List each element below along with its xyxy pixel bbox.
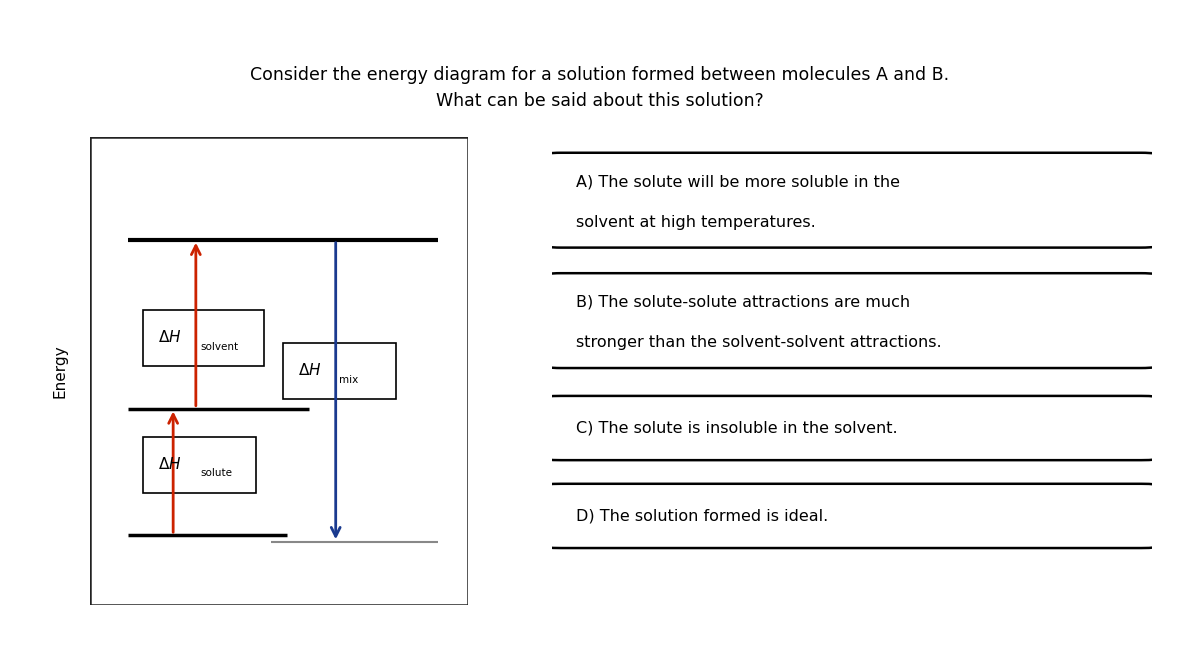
Text: What can be said about this solution?: What can be said about this solution?: [436, 92, 764, 110]
Text: $\Delta H$: $\Delta H$: [158, 456, 181, 472]
FancyBboxPatch shape: [143, 437, 257, 493]
Text: solvent: solvent: [200, 342, 239, 352]
FancyBboxPatch shape: [542, 484, 1159, 548]
Text: $\Delta H$: $\Delta H$: [298, 362, 322, 378]
Text: D) The solution formed is ideal.: D) The solution formed is ideal.: [576, 508, 828, 523]
Text: stronger than the solvent-solvent attractions.: stronger than the solvent-solvent attrac…: [576, 335, 942, 350]
FancyBboxPatch shape: [143, 310, 264, 367]
FancyBboxPatch shape: [283, 343, 396, 399]
Text: Energy: Energy: [53, 344, 67, 398]
Text: A) The solute will be more soluble in the: A) The solute will be more soluble in th…: [576, 174, 900, 189]
Text: solute: solute: [200, 468, 233, 478]
FancyBboxPatch shape: [90, 137, 468, 605]
Text: B) The solute-solute attractions are much: B) The solute-solute attractions are muc…: [576, 295, 910, 310]
FancyBboxPatch shape: [542, 273, 1159, 368]
Text: mix: mix: [340, 374, 359, 385]
Text: solvent at high temperatures.: solvent at high temperatures.: [576, 215, 816, 230]
Text: $\Delta H$: $\Delta H$: [158, 329, 181, 345]
FancyBboxPatch shape: [542, 153, 1159, 247]
FancyBboxPatch shape: [542, 396, 1159, 460]
Text: Consider the energy diagram for a solution formed between molecules A and B.: Consider the energy diagram for a soluti…: [251, 66, 949, 84]
Text: C) The solute is insoluble in the solvent.: C) The solute is insoluble in the solven…: [576, 421, 898, 436]
